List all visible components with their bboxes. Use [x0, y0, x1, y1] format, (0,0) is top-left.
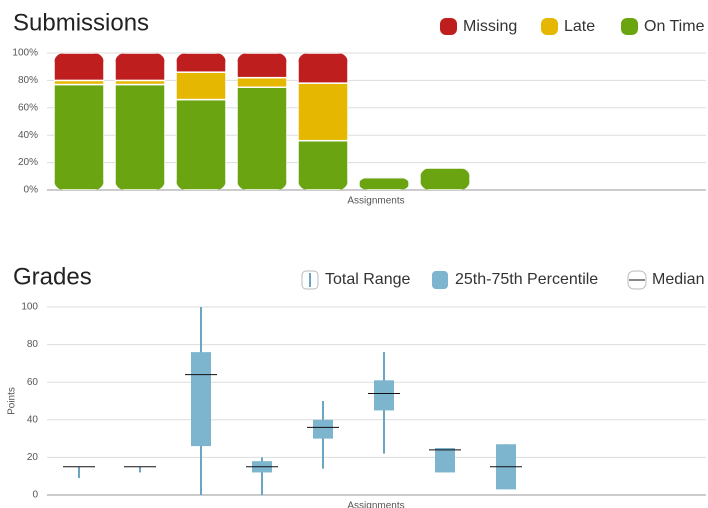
bar-segment: [115, 53, 165, 82]
bar-segment: [115, 83, 165, 190]
bar-segment: [359, 177, 409, 190]
iqr-box: [191, 352, 211, 447]
chart-title: Submissions: [13, 9, 149, 36]
bar-segment: [176, 71, 226, 101]
x-axis-label: Assignments: [347, 196, 404, 207]
y-tick-label: 100: [21, 302, 38, 313]
y-tick-label: 60%: [18, 102, 38, 113]
legend-swatch: [541, 18, 558, 35]
bar-segment: [176, 53, 226, 73]
legend-swatch: [440, 18, 457, 35]
bar-segment: [298, 139, 348, 190]
y-tick-label: 0%: [24, 185, 39, 196]
iqr-box: [313, 419, 333, 439]
y-tick-label: 60: [27, 377, 39, 388]
y-tick-label: 80: [27, 339, 39, 350]
bar-stack: [176, 53, 226, 190]
bar-segment: [176, 98, 226, 190]
y-tick-label: 80%: [18, 75, 38, 86]
y-axis-label: Points: [7, 387, 18, 415]
legend-label: 25th-75th Percentile: [455, 271, 598, 288]
bar-stack: [54, 53, 104, 190]
legend-swatch: [621, 18, 638, 35]
legend-label: Missing: [463, 18, 517, 35]
x-axis-label: Assignments: [347, 501, 404, 508]
bar-segment: [237, 86, 287, 190]
bar-stack: [115, 53, 165, 190]
bar-stack: [359, 177, 409, 190]
bar-segment: [298, 82, 348, 142]
y-tick-label: 100%: [12, 48, 38, 59]
y-tick-label: 20: [27, 452, 39, 463]
y-tick-label: 40: [27, 414, 39, 425]
bar-stack: [298, 53, 348, 190]
bar-segment: [237, 53, 287, 79]
legend-label: Late: [564, 18, 595, 35]
y-tick-label: 20%: [18, 157, 38, 168]
bar-segment: [298, 53, 348, 84]
iqr-box: [374, 380, 394, 411]
bar-segment: [54, 83, 104, 190]
iqr-box: [435, 448, 455, 473]
legend-label: Total Range: [325, 271, 410, 288]
y-tick-label: 0: [32, 490, 38, 501]
bar-stack: [237, 53, 287, 190]
bar-segment: [237, 76, 287, 89]
y-tick-label: 40%: [18, 130, 38, 141]
bar-stack: [420, 168, 470, 191]
legend-icon: [432, 271, 448, 289]
bar-segment: [420, 168, 470, 191]
legend-label: Median: [652, 271, 704, 288]
legend-label: On Time: [644, 18, 705, 35]
bar-segment: [54, 53, 104, 82]
chart-title: Grades: [13, 263, 92, 290]
